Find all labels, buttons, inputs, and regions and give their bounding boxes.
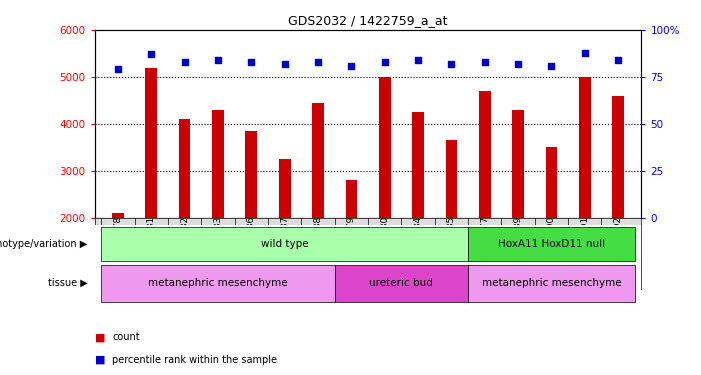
Text: ■: ■	[95, 355, 109, 365]
Point	[279, 61, 290, 67]
Bar	[468, 265, 634, 302]
Text: metanephric mesenchyme: metanephric mesenchyme	[148, 278, 288, 288]
Point	[112, 66, 123, 72]
Bar	[312, 103, 324, 218]
Bar	[245, 131, 257, 218]
Text: metanephric mesenchyme: metanephric mesenchyme	[482, 278, 621, 288]
Point	[613, 57, 624, 63]
Point	[446, 61, 457, 67]
Point	[579, 50, 590, 55]
Bar	[379, 77, 390, 218]
Bar	[612, 96, 624, 218]
Title: GDS2032 / 1422759_a_at: GDS2032 / 1422759_a_at	[288, 15, 448, 27]
Bar	[102, 227, 468, 261]
Bar	[334, 265, 468, 302]
Bar	[112, 213, 124, 217]
Point	[146, 51, 157, 57]
Text: ■: ■	[95, 333, 109, 342]
Point	[212, 57, 224, 63]
Bar	[179, 119, 191, 218]
Bar	[412, 112, 424, 218]
Point	[313, 59, 324, 65]
Point	[246, 59, 257, 65]
Bar	[279, 159, 290, 218]
Bar	[346, 180, 358, 218]
Bar	[146, 68, 157, 218]
Bar	[545, 147, 557, 218]
Point	[412, 57, 423, 63]
Bar	[446, 140, 457, 218]
Point	[546, 63, 557, 69]
Text: HoxA11 HoxD11 null: HoxA11 HoxD11 null	[498, 239, 605, 249]
Text: count: count	[112, 333, 139, 342]
Point	[346, 63, 357, 69]
Text: genotype/variation ▶: genotype/variation ▶	[0, 239, 88, 249]
Bar	[212, 110, 224, 218]
Text: ureteric bud: ureteric bud	[369, 278, 433, 288]
Text: percentile rank within the sample: percentile rank within the sample	[112, 355, 277, 365]
Text: tissue ▶: tissue ▶	[48, 278, 88, 288]
Point	[479, 59, 490, 65]
Point	[379, 59, 390, 65]
Bar	[479, 91, 491, 218]
Bar	[512, 110, 524, 218]
Bar	[468, 227, 634, 261]
Bar	[579, 77, 590, 218]
Point	[512, 61, 524, 67]
Text: wild type: wild type	[261, 239, 308, 249]
Point	[179, 59, 190, 65]
Bar	[102, 265, 334, 302]
